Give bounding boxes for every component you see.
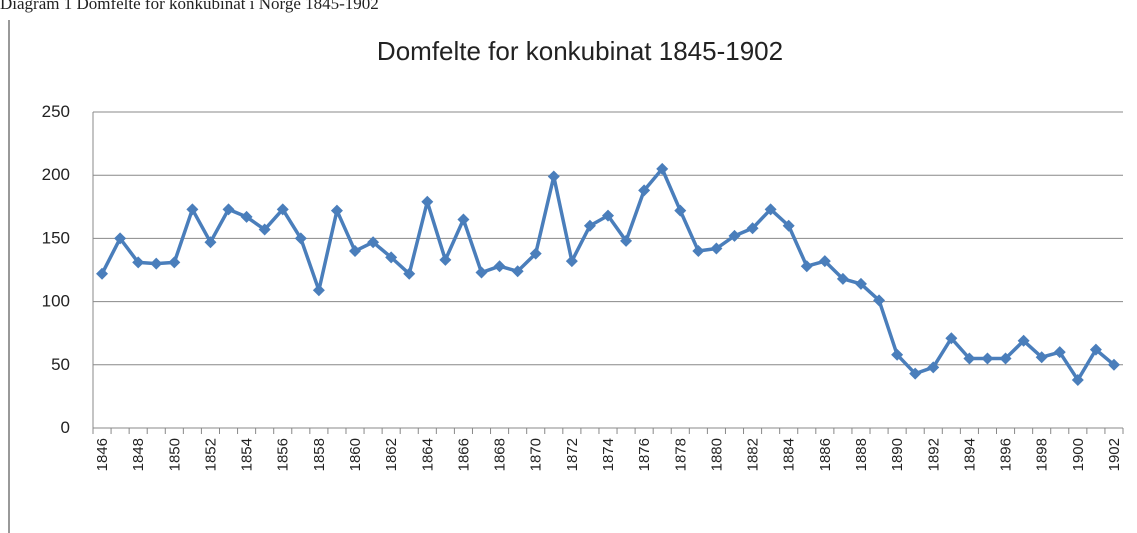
data-point [746, 222, 759, 235]
data-point [710, 242, 723, 255]
x-tick-label: 1882 [745, 438, 762, 471]
x-tick-label: 1872 [564, 438, 581, 471]
x-tick-label: 1846 [94, 438, 111, 471]
x-tick-label: 1884 [781, 438, 798, 471]
data-point [330, 204, 343, 217]
data-point [620, 234, 633, 247]
data-point [909, 367, 922, 380]
data-point [312, 284, 325, 297]
data-point [204, 236, 217, 249]
data-point [421, 195, 434, 208]
data-point [692, 245, 705, 258]
y-tick-label: 250 [42, 102, 70, 121]
data-point [565, 255, 578, 268]
y-tick-label: 100 [42, 292, 70, 311]
data-point [240, 210, 253, 223]
data-point [1071, 373, 1084, 386]
data-point [475, 266, 488, 279]
x-tick-label: 1894 [961, 438, 978, 471]
x-tick-label: 1852 [202, 438, 219, 471]
data-point [674, 204, 687, 217]
data-line [100, 167, 1116, 382]
data-point [800, 260, 813, 273]
caption: Diagram 1 Domfelte for konkubinat i Norg… [0, 0, 379, 13]
data-point [999, 352, 1012, 365]
x-tick-label: 1896 [998, 438, 1015, 471]
x-tick-label: 1866 [455, 438, 472, 471]
data-point [782, 219, 795, 232]
data-point [963, 352, 976, 365]
x-tick-label: 1888 [853, 438, 870, 471]
data-point [511, 265, 524, 278]
x-tick-label: 1848 [130, 438, 147, 471]
data-point [1053, 346, 1066, 359]
x-tick-label: 1902 [1106, 438, 1123, 471]
data-point [349, 245, 362, 258]
data-point [602, 209, 614, 222]
data-point [927, 361, 940, 374]
x-tick-label: 1862 [383, 438, 400, 471]
x-tick-label: 1868 [492, 438, 509, 471]
data-point [403, 267, 416, 280]
data-point [493, 260, 506, 273]
data-point [529, 247, 542, 260]
x-tick-label: 1850 [166, 438, 183, 471]
data-point [132, 256, 145, 269]
x-tick-label: 1886 [817, 438, 834, 471]
y-tick-label: 150 [42, 228, 70, 247]
x-tick-label: 1876 [636, 438, 653, 471]
x-tick-label: 1858 [311, 438, 328, 471]
x-tick-label: 1864 [419, 438, 436, 471]
data-point [294, 232, 307, 245]
x-tick-label: 1860 [347, 438, 364, 471]
data-point [583, 219, 596, 232]
x-tick-label: 1854 [239, 438, 256, 471]
data-point [1107, 358, 1120, 371]
data-point [258, 223, 271, 236]
data-point [1089, 343, 1102, 356]
data-point [222, 203, 235, 216]
data-point [114, 232, 127, 245]
y-tick-label: 50 [51, 355, 70, 374]
x-tick-label: 1892 [925, 438, 942, 471]
y-tick-label: 0 [61, 418, 70, 437]
x-tick-label: 1878 [672, 438, 689, 471]
x-tick-label: 1874 [600, 438, 617, 471]
chart-title: Domfelte for konkubinat 1845-1902 [377, 36, 783, 66]
x-tick-label: 1900 [1070, 438, 1087, 471]
data-point [457, 213, 470, 226]
data-point [439, 253, 452, 266]
data-point [367, 236, 380, 249]
data-point [764, 203, 777, 216]
data-point [945, 332, 958, 345]
data-point [150, 257, 163, 270]
data-point [854, 277, 867, 290]
x-tick-label: 1880 [708, 438, 725, 471]
data-point [276, 203, 289, 216]
data-point [385, 251, 398, 264]
x-tick-label: 1870 [528, 438, 545, 471]
y-tick-label: 200 [42, 165, 70, 184]
data-point [873, 294, 886, 307]
data-point [1035, 351, 1048, 364]
data-point [96, 267, 109, 280]
data-point [891, 348, 904, 361]
x-tick-label: 1890 [889, 438, 906, 471]
data-point [186, 203, 199, 216]
data-point [981, 352, 994, 365]
data-point [638, 184, 651, 197]
x-tick-label: 1856 [275, 438, 292, 471]
data-point [728, 229, 741, 242]
data-point [1017, 334, 1030, 347]
x-tick-label: 1898 [1034, 438, 1051, 471]
data-point [836, 272, 849, 285]
data-point [168, 256, 181, 269]
data-point [547, 170, 560, 183]
data-point [818, 255, 831, 268]
data-point [656, 162, 669, 175]
